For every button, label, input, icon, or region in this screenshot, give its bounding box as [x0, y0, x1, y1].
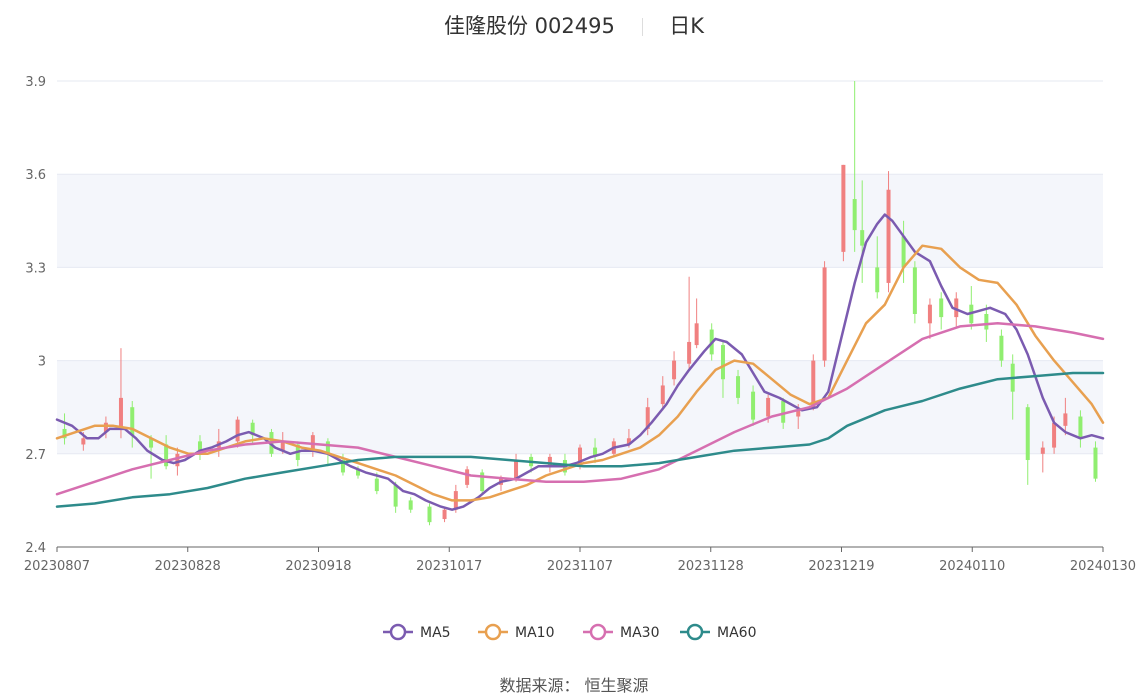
candle-body [852, 199, 857, 231]
x-tick-label: 20231128 [678, 559, 744, 574]
candle-body [660, 385, 665, 405]
candle-body [175, 453, 180, 467]
candle-body [1063, 413, 1068, 426]
candle-body [781, 400, 786, 423]
y-tick-label: 3 [38, 355, 46, 370]
candle-body [547, 456, 552, 467]
y-tick-label: 3.6 [25, 168, 46, 183]
candle-body [860, 230, 865, 246]
y-tick-label: 3.9 [25, 75, 46, 90]
candle-body [886, 189, 891, 283]
x-tick-label: 20231017 [416, 559, 482, 574]
candle-body [250, 422, 255, 436]
ma-line-ma30 [55, 322, 1105, 496]
candle-body [694, 323, 699, 346]
legend-marker [686, 623, 704, 641]
y-tick-label: 2.4 [25, 541, 46, 556]
candle-body [736, 376, 741, 398]
candle-body [280, 441, 285, 451]
y-tick-label: 2.7 [25, 448, 46, 463]
candle-body [672, 360, 677, 380]
candle-body [393, 484, 398, 507]
candle-body [901, 236, 906, 268]
legend-label: MA60 [717, 625, 756, 641]
candle-body [912, 267, 917, 314]
grid-band [57, 174, 1103, 268]
x-tick-label: 20240130 [1070, 559, 1136, 574]
title-separator [641, 18, 643, 36]
period-label: 日K [669, 14, 704, 38]
candle-body [578, 447, 582, 467]
candle-body [766, 397, 771, 417]
candle-body [796, 410, 801, 417]
source-label: 数据来源： [499, 676, 580, 695]
x-tick-label: 20231219 [808, 559, 874, 574]
x-tick-label: 20230918 [285, 559, 351, 574]
stock-code: 002495 [534, 14, 615, 38]
candle-body [875, 267, 880, 293]
candle-body [751, 391, 756, 420]
candle-body [593, 447, 598, 457]
data-source: 数据来源： 恒生聚源 [0, 672, 1148, 696]
candle-body [480, 472, 485, 492]
candle-body [626, 438, 631, 445]
grid-band [57, 360, 1103, 454]
x-tick-label: 20240110 [939, 559, 1005, 574]
candle-body [687, 341, 692, 364]
x-tick-label: 20230828 [155, 559, 221, 574]
candle-body [841, 164, 846, 252]
candle-body [1040, 447, 1045, 454]
candle-body [1052, 422, 1057, 448]
candle-body [427, 506, 432, 523]
candle-body [939, 298, 944, 318]
candle-body [442, 509, 447, 520]
candle-body [822, 267, 827, 361]
candle-body [118, 397, 123, 429]
candle-body [984, 314, 989, 330]
candle-body [197, 441, 202, 451]
candle-body [645, 407, 650, 429]
ma-line-ma60 [55, 371, 1105, 508]
candle-body [356, 469, 361, 476]
candle-body [1093, 447, 1098, 479]
y-tick-label: 3.3 [25, 261, 46, 276]
candle-body [81, 438, 86, 445]
legend-marker [589, 623, 607, 641]
legend-label: MA30 [620, 625, 659, 641]
candle-body [164, 444, 169, 467]
candle-body [1078, 416, 1083, 439]
legend-marker [389, 623, 407, 641]
candle-body [149, 438, 154, 448]
x-tick-label: 20231107 [547, 559, 613, 574]
candle-body [62, 428, 67, 439]
stock-name: 佳隆股份 [443, 14, 528, 38]
candle-body [374, 478, 379, 492]
candle-body [811, 360, 816, 408]
candle-body [514, 460, 519, 479]
legend-marker [484, 623, 502, 641]
legend-label: MA5 [420, 625, 451, 641]
candle-body [235, 419, 240, 442]
x-tick-label: 20230807 [24, 559, 90, 574]
chart-title: 佳隆股份 002495 日K [0, 10, 1148, 40]
candle-body [927, 304, 932, 324]
source-name: 恒生聚源 [584, 676, 649, 695]
candle-body [999, 335, 1004, 361]
candle-body [720, 345, 725, 380]
candle-body [103, 422, 108, 433]
legend-label: MA10 [515, 625, 554, 641]
candlestick-chart: 2.4 2.7 3 3.3 3.6 3.9 20230807 20230828 20230918… [24, 75, 1136, 641]
ma-line-ma5 [55, 213, 1105, 511]
candle-body [130, 407, 135, 436]
candle-body [954, 298, 959, 318]
candle-body [408, 500, 413, 510]
candle-body [340, 460, 345, 473]
candle-body [465, 469, 470, 485]
candle-body [1025, 407, 1030, 461]
candle-body [325, 441, 330, 454]
